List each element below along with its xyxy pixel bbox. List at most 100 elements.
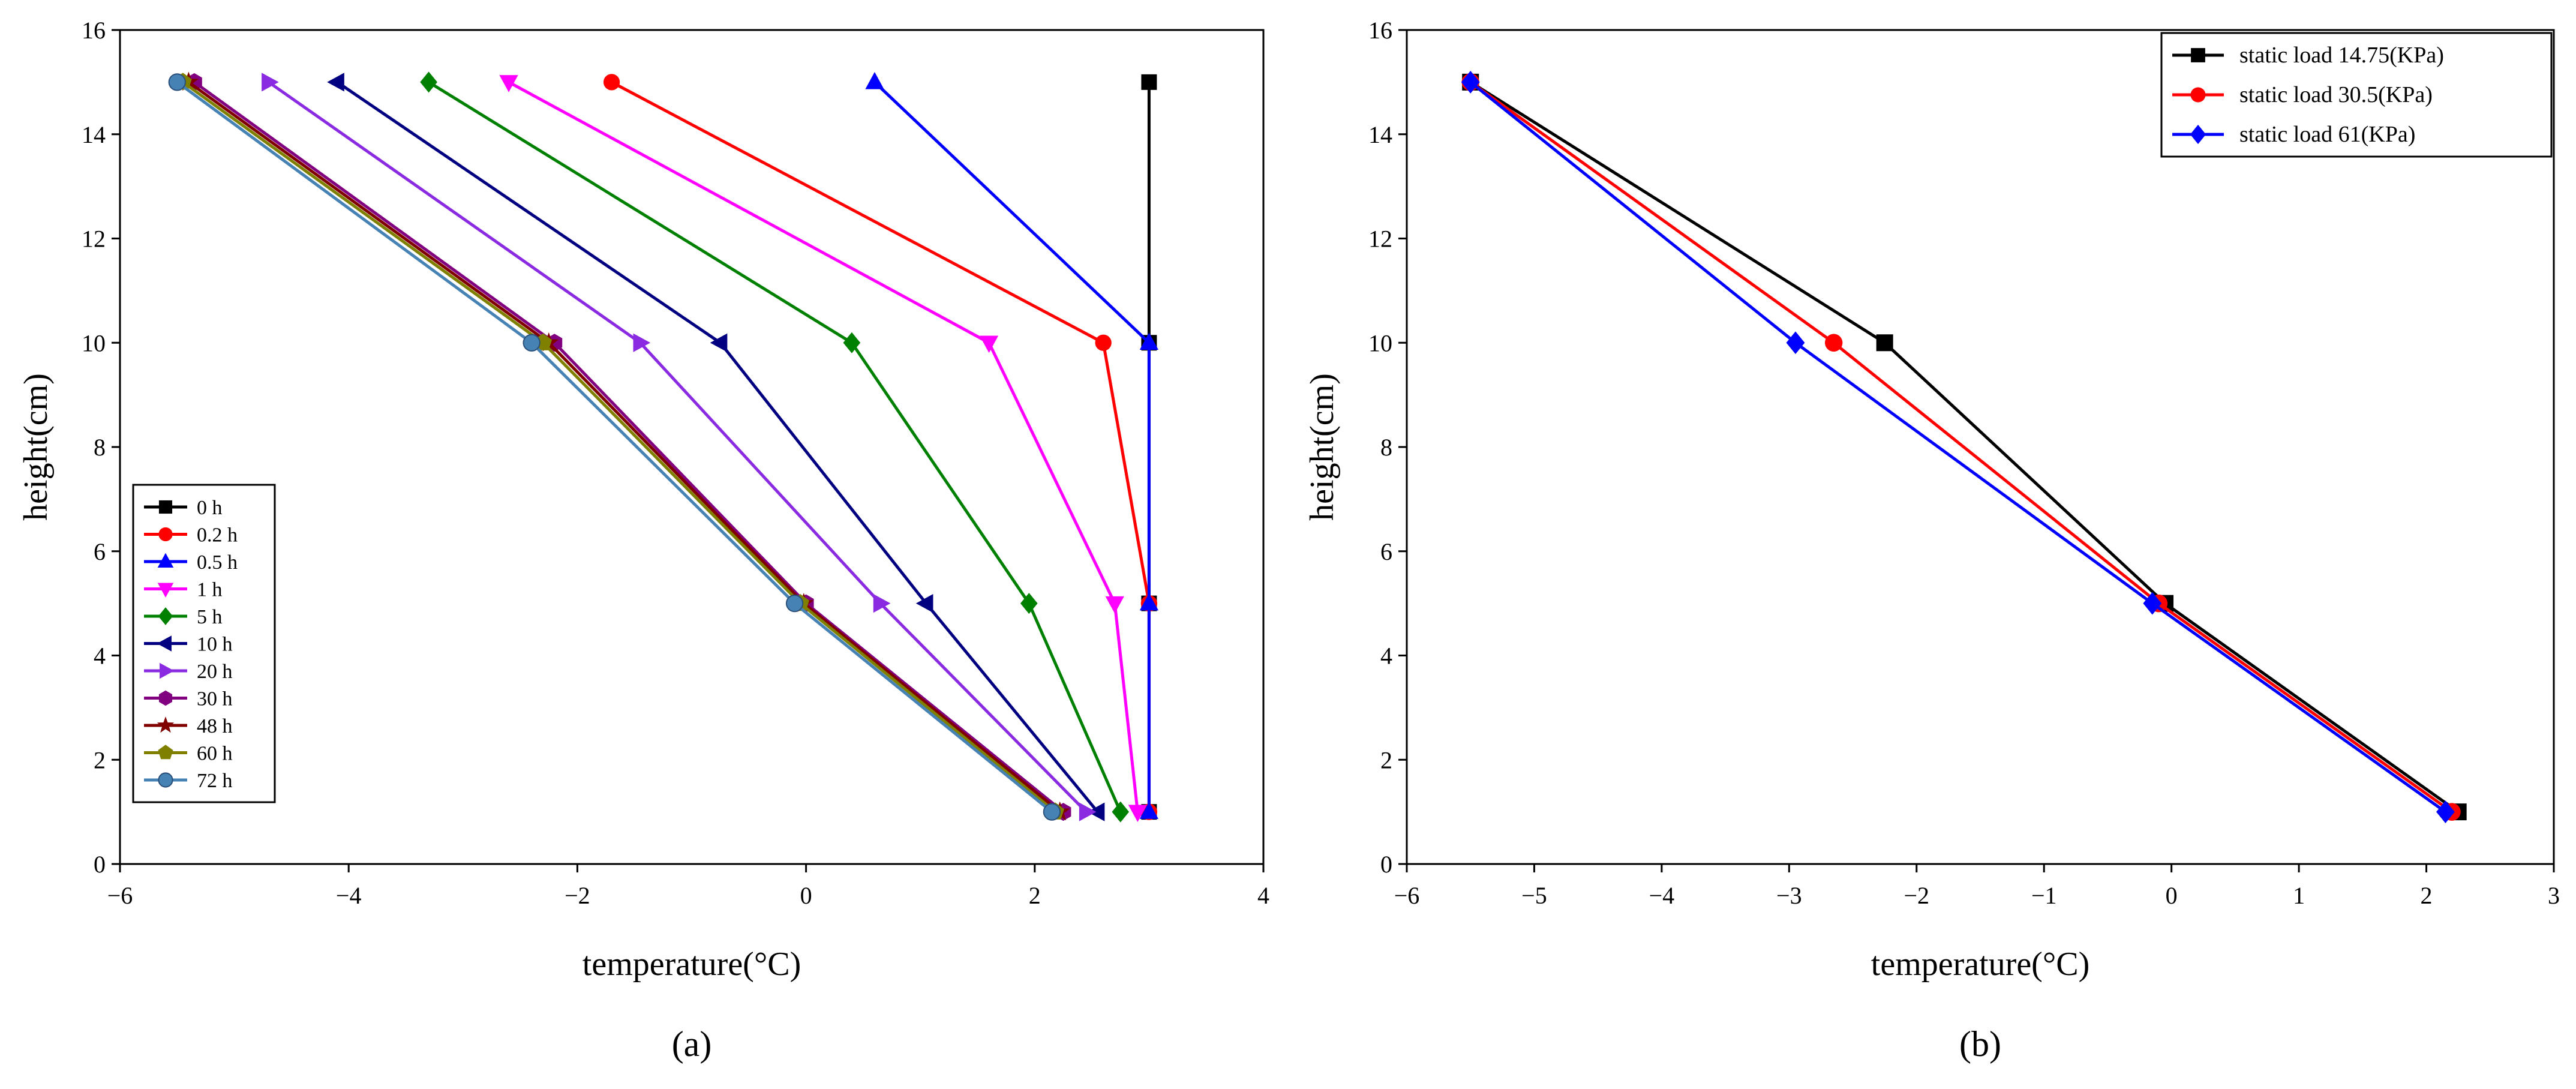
y-tick-label: 8 [1380, 434, 1392, 461]
series-a-3 [499, 75, 1147, 823]
y-tick-label: 16 [82, 17, 106, 44]
series-line [182, 80, 1056, 814]
series-line [1469, 80, 2446, 814]
data-point [1141, 74, 1157, 90]
data-point [1139, 332, 1158, 350]
legend-label: static load 61(KPa) [2239, 122, 2415, 147]
legend-label: 48 h [197, 715, 233, 737]
data-point [865, 71, 884, 89]
x-tick-label: −2 [1904, 882, 1929, 909]
data-point [633, 333, 651, 352]
y-tick-label: 14 [1368, 121, 1392, 148]
y-tick-label: 12 [82, 226, 106, 253]
x-tick-label: 2 [1029, 882, 1041, 909]
y-tick-label: 0 [94, 851, 106, 878]
legend-label: 72 h [197, 770, 233, 792]
x-tick-label: 0 [2166, 882, 2178, 909]
legend-marker [158, 772, 173, 788]
y-tick-label: 4 [94, 643, 106, 670]
legend-label: 30 h [197, 688, 233, 710]
series-line [336, 80, 1099, 813]
x-tick-label: −4 [1649, 882, 1675, 909]
y-axis-title-a: height(cm) [17, 373, 55, 521]
legend-label: 10 h [197, 634, 233, 656]
x-tick-label: −3 [1776, 882, 1802, 909]
data-point [168, 73, 186, 91]
data-point [1079, 802, 1097, 821]
legend-a: 0 h 0.2 h 0.5 h 1 h 5 h 10 h 20 h 30 h 48 h 60 h 7… [132, 484, 276, 803]
x-tick-label: 4 [1257, 882, 1269, 909]
legend-marker [158, 607, 173, 625]
data-point [1139, 593, 1158, 611]
x-tick-label: 2 [2421, 882, 2433, 909]
x-tick-label: −4 [336, 882, 362, 909]
x-tick-label: −6 [107, 882, 133, 909]
x-axis-title-b: temperature(°C) [1871, 946, 2089, 983]
data-point [1105, 596, 1124, 614]
chart-panel-b: −6 −5 −4 −3 −2 −1 0 1 2 30246810121416temperature… [1304, 17, 2560, 1064]
y-tick-label: 2 [1380, 746, 1392, 773]
legend-label: 60 h [197, 743, 233, 765]
series-line [1469, 80, 2460, 814]
series-line [611, 80, 1151, 812]
x-tick-label: 3 [2548, 882, 2560, 909]
legend-marker [2191, 48, 2205, 62]
series-line [873, 81, 1151, 812]
data-point [915, 594, 933, 613]
legend-marker [158, 690, 173, 706]
data-point [1112, 801, 1130, 823]
x-tick-label: −2 [565, 882, 590, 909]
series-a-5 [327, 73, 1105, 821]
y-tick-label: 16 [1368, 17, 1392, 44]
x-tick-label: 0 [800, 882, 812, 909]
data-point [785, 594, 804, 613]
x-tick-label: −6 [1394, 882, 1420, 909]
data-point [1824, 334, 1843, 352]
data-point [710, 333, 728, 352]
panel-label-a: (a) [672, 1024, 712, 1064]
x-tick-label: −1 [2031, 882, 2057, 909]
data-point [873, 594, 891, 613]
y-tick-label: 2 [94, 746, 106, 773]
series-line [268, 80, 1088, 813]
data-point [2436, 800, 2455, 824]
legend-marker [157, 553, 174, 568]
series-line [187, 80, 1061, 814]
legend-marker [158, 500, 173, 514]
legend-label: 0 h [197, 497, 223, 519]
legend-label: 0.5 h [197, 551, 238, 574]
data-point [979, 335, 999, 353]
legend-marker [158, 745, 173, 760]
legend-marker [157, 583, 174, 598]
chart-panel-a: −6 −4 −2 0 2 4 0 2 4 6 8 10 12 14 16 temperature(°C) hei… [17, 17, 1269, 1064]
series-a-2 [865, 71, 1158, 819]
data-point [603, 74, 620, 91]
series-a-10 [168, 73, 1061, 821]
series-line [193, 80, 1065, 814]
data-point [1095, 334, 1112, 351]
legend-marker [157, 635, 172, 652]
y-tick-label: 10 [1368, 329, 1392, 356]
legend-label: 5 h [197, 606, 223, 628]
y-tick-label: 6 [1380, 538, 1392, 565]
y-tick-label: 0 [1380, 851, 1392, 878]
legend-label: 1 h [197, 579, 223, 601]
legend-b: static load 14.75(KPa) static load 30.5(K… [2160, 32, 2553, 158]
data-point [1128, 805, 1147, 823]
y-tick-label: 4 [1380, 643, 1392, 670]
legend-label: static load 14.75(KPa) [2239, 43, 2444, 68]
data-point [420, 71, 437, 93]
legend-marker [158, 527, 173, 542]
legend-label: 0.2 h [197, 524, 238, 547]
series-line [1469, 80, 2453, 814]
series-b-2 [1461, 70, 2455, 824]
x-tick-label: 1 [2293, 882, 2305, 909]
data-point [1461, 70, 1480, 94]
data-point [499, 75, 518, 92]
data-point [843, 332, 861, 353]
legend-marker [2190, 87, 2206, 103]
legend-marker [160, 662, 175, 679]
y-axis-title-b: height(cm) [1304, 373, 1341, 521]
y-tick-label: 14 [82, 121, 106, 148]
